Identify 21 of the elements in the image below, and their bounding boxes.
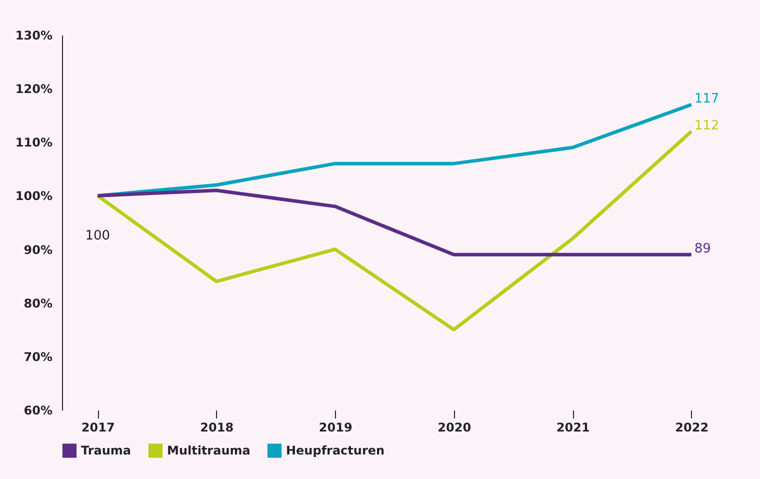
legend-label: Multitrauma (167, 444, 250, 458)
data-label: 112 (694, 118, 720, 134)
legend-label: Trauma (81, 444, 132, 458)
x-tick-label: 2017 (81, 420, 115, 434)
legend-label: Heupfracturen (286, 444, 385, 458)
annotation: 100 (85, 228, 110, 244)
y-tick-label: 110% (15, 136, 52, 150)
data-label: 89 (694, 242, 711, 257)
y-tick-label: 60% (24, 404, 52, 418)
y-tick-label: 80% (24, 296, 52, 310)
x-tick-label: 2019 (318, 420, 352, 434)
y-tick-label: 70% (24, 350, 52, 364)
data-label: 117 (694, 92, 720, 107)
y-tick-label: 100% (15, 189, 52, 204)
y-tick-label: 130% (15, 28, 52, 42)
x-tick-label: 2021 (556, 420, 590, 434)
x-tick-label: 2020 (438, 420, 472, 434)
y-tick-label: 120% (15, 82, 52, 96)
x-tick-label: 2022 (675, 420, 709, 434)
y-tick-label: 90% (24, 242, 52, 257)
x-tick-label: 2018 (200, 420, 234, 434)
